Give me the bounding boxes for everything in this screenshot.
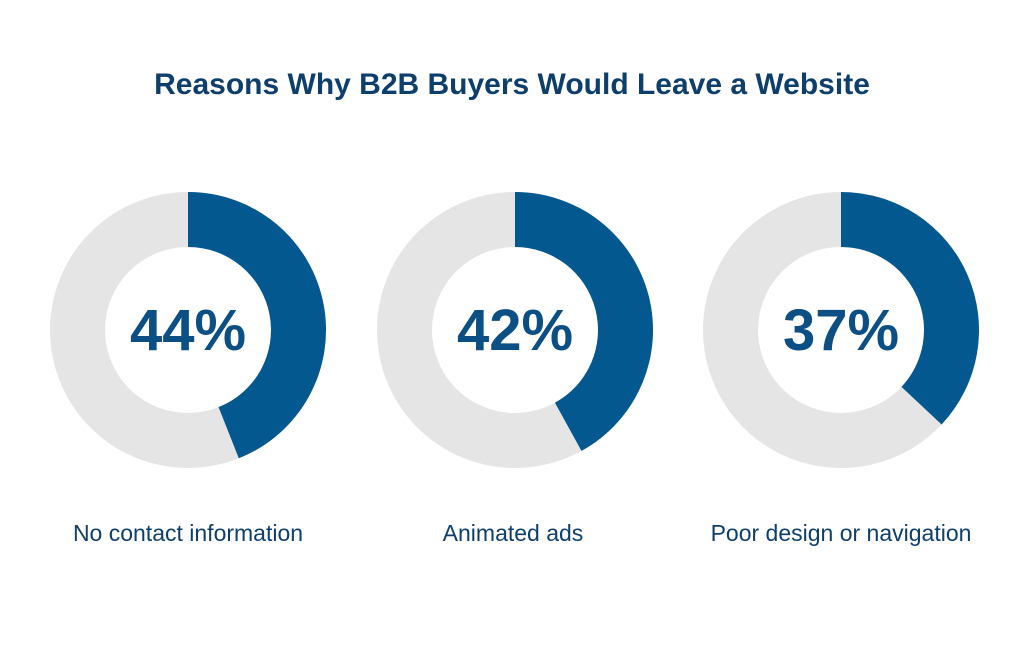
chart-title: Reasons Why B2B Buyers Would Leave a Web… [154, 68, 870, 101]
label-2: Poor design or navigation [710, 520, 972, 546]
value-label-0: 44% [130, 298, 246, 363]
donut-segment-0 [188, 191, 327, 459]
value-label-2: 37% [783, 298, 899, 363]
donut-segment-1 [515, 192, 654, 451]
donut-segment-2 [841, 192, 979, 425]
label-1: Animated ads [442, 520, 584, 546]
value-label-1: 42% [457, 298, 573, 363]
label-0: No contact information [72, 520, 304, 546]
